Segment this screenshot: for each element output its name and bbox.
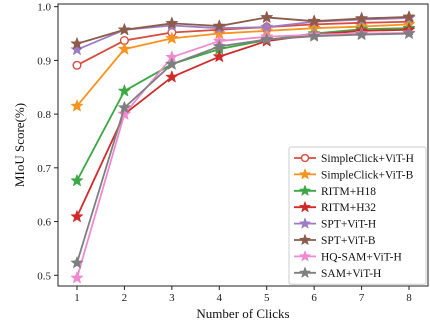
- x-tick-label: 2: [122, 292, 128, 304]
- data-point: [70, 37, 84, 50]
- legend-frame: [288, 146, 427, 285]
- legend-label: SAM+ViT-H: [321, 268, 381, 280]
- x-tick-label: 6: [311, 292, 317, 304]
- data-point: [165, 57, 179, 70]
- data-point: [402, 10, 416, 23]
- y-tick-label: 0.7: [37, 163, 51, 175]
- series-spt-vit-b: [70, 10, 416, 50]
- y-tick-label: 0.8: [37, 109, 51, 121]
- data-point: [118, 107, 131, 120]
- legend: SimpleClick+ViT-H SimpleClick+ViT-B RITM+H…: [288, 146, 427, 285]
- series-line: [76, 28, 410, 218]
- y-tick-label: 1.0: [37, 2, 51, 14]
- legend-item: SimpleClick+ViT-H: [294, 153, 414, 165]
- legend-marker: [299, 184, 311, 196]
- legend-item: HQ-SAM+ViT-H: [294, 250, 402, 263]
- data-point: [402, 27, 416, 39]
- legend-marker: [299, 266, 311, 278]
- series-line: [76, 15, 410, 45]
- legend-label: RITM+H18: [321, 186, 376, 198]
- legend-label: SimpleClick+ViT-B: [321, 169, 414, 181]
- series-line: [76, 23, 410, 107]
- legend-item: SimpleClick+ViT-B: [294, 168, 414, 181]
- data-point: [70, 210, 84, 223]
- data-point: [118, 42, 131, 55]
- x-tick-label: 8: [406, 292, 412, 304]
- x-tick-label: 5: [264, 292, 270, 304]
- legend-item: RITM+H32: [294, 201, 376, 214]
- data-point: [118, 84, 131, 97]
- data-point: [307, 14, 321, 27]
- series-line: [76, 32, 410, 264]
- data-point: [213, 39, 226, 52]
- legend-label: SPT+ViT-H: [321, 219, 376, 231]
- data-point: [165, 31, 179, 44]
- data-point: [72, 60, 82, 70]
- legend-marker: [300, 153, 310, 163]
- series-sam-vit-h: [70, 27, 416, 269]
- data-point: [213, 19, 226, 32]
- x-tick-label: 4: [217, 292, 223, 304]
- legend-item: RITM+H18: [294, 184, 376, 198]
- legend-marker: [299, 217, 311, 229]
- series-line: [76, 27, 410, 182]
- axis-ticks: 1 2 3 4 5 6 7 8 0.5 0.6 0.7 0.8 0.9 1.0: [37, 2, 412, 304]
- x-tick-label: 3: [169, 292, 175, 304]
- legend-label: SimpleClick+ViT-H: [321, 153, 414, 165]
- x-axis-title: Number of Clicks: [196, 306, 289, 321]
- legend-marker: [299, 168, 311, 180]
- data-point: [118, 101, 131, 113]
- data-point: [213, 50, 226, 62]
- data-point: [70, 271, 84, 284]
- legend-marker: [299, 201, 311, 213]
- data-point: [260, 32, 273, 45]
- data-point: [355, 12, 368, 24]
- data-point: [165, 70, 179, 83]
- y-tick-label: 0.5: [37, 270, 51, 282]
- data-point: [260, 20, 273, 33]
- legend-label: SPT+ViT-B: [321, 235, 376, 247]
- y-tick-label: 0.9: [37, 55, 51, 67]
- data-point: [355, 28, 368, 40]
- legend-label: RITM+H32: [321, 202, 376, 214]
- data-point: [118, 23, 131, 36]
- legend-marker: [299, 250, 311, 262]
- data-point: [70, 99, 84, 112]
- series-line: [76, 32, 410, 279]
- legend-item: SAM+ViT-H: [294, 266, 381, 280]
- x-tick-label: 7: [359, 292, 365, 304]
- data-point: [70, 43, 84, 55]
- legend-label: HQ-SAM+ViT-H: [321, 251, 402, 263]
- series-layer: [70, 10, 416, 284]
- legend-item: SPT+ViT-B: [294, 234, 376, 247]
- data-point: [165, 16, 179, 29]
- legend-marker: [299, 234, 311, 245]
- x-tick-label: 1: [74, 292, 80, 304]
- data-point: [260, 10, 273, 23]
- data-point: [70, 174, 84, 187]
- data-point: [307, 29, 321, 42]
- data-point: [70, 256, 84, 269]
- legend-item: SPT+ViT-H: [294, 217, 376, 231]
- y-axis-title: MIoU Score(%): [12, 103, 27, 187]
- y-tick-label: 0.6: [37, 217, 51, 229]
